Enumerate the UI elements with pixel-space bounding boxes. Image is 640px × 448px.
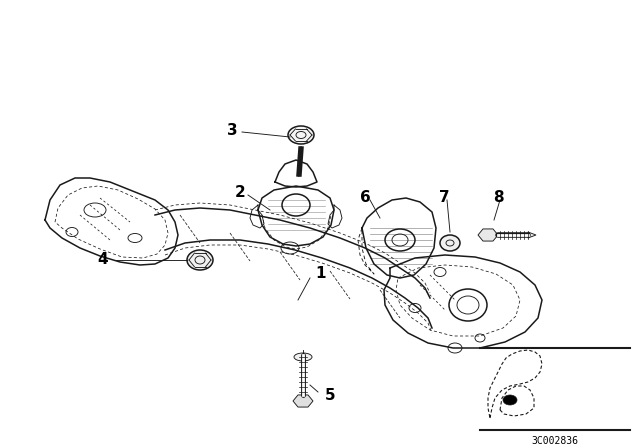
Text: 3: 3 <box>227 122 237 138</box>
Ellipse shape <box>294 353 312 361</box>
Ellipse shape <box>440 235 460 251</box>
Polygon shape <box>478 229 498 241</box>
Ellipse shape <box>187 250 213 270</box>
Text: 4: 4 <box>98 253 108 267</box>
Ellipse shape <box>288 126 314 144</box>
Text: 6: 6 <box>360 190 371 204</box>
Polygon shape <box>293 395 313 407</box>
Text: 3C002836: 3C002836 <box>531 436 579 446</box>
Text: 5: 5 <box>325 388 335 402</box>
Text: 7: 7 <box>438 190 449 204</box>
Text: 1: 1 <box>315 267 326 281</box>
Text: 2: 2 <box>235 185 245 199</box>
Text: 8: 8 <box>493 190 503 204</box>
Polygon shape <box>528 232 536 238</box>
Ellipse shape <box>503 395 517 405</box>
